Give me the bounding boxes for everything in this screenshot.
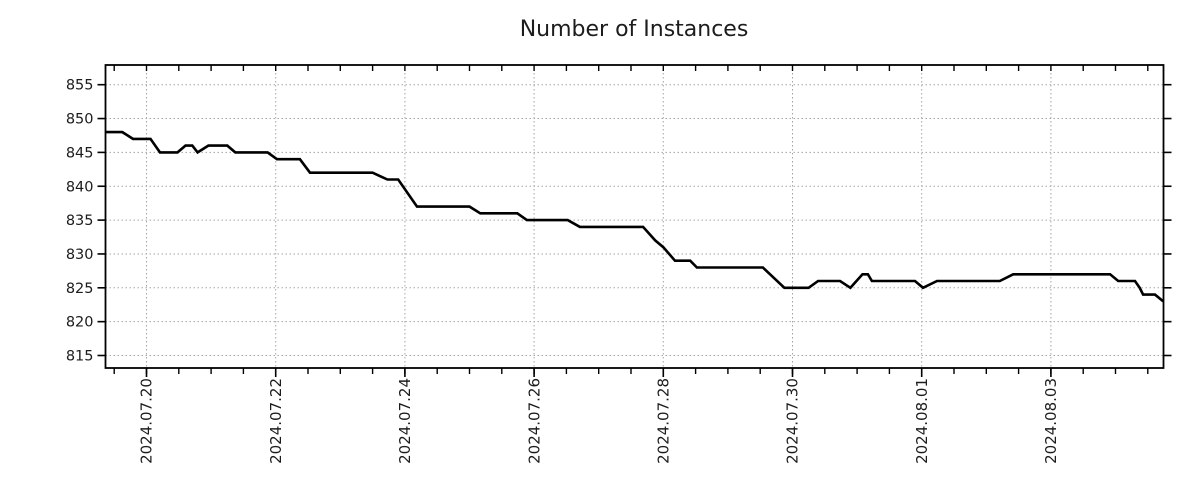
x-tick-label: 2024.07.24 [396,378,414,464]
y-tick-label: 855 [66,78,94,94]
y-tick-label: 820 [66,315,94,331]
y-tick-label: 840 [66,179,94,195]
x-tick-label: 2024.08.03 [1042,378,1060,464]
x-tick-label: 2024.07.26 [525,378,543,464]
y-tick-label: 815 [66,349,94,365]
y-tick-label: 830 [66,247,94,263]
x-tick-label: 2024.07.30 [784,378,802,464]
x-tick-label: 2024.08.01 [913,378,931,464]
y-tick-label: 835 [66,213,94,229]
x-tick-label: 2024.07.28 [655,378,673,464]
chart-title: Number of Instances [519,17,749,42]
series-line [105,130,1164,303]
x-tick-label: 2024.07.20 [138,378,156,464]
y-tick-label: 850 [66,112,94,128]
x-tick-label: 2024.07.22 [267,378,285,464]
plot-border [104,64,1165,369]
y-tick-label: 825 [66,281,94,297]
y-tick-label: 845 [66,145,94,161]
